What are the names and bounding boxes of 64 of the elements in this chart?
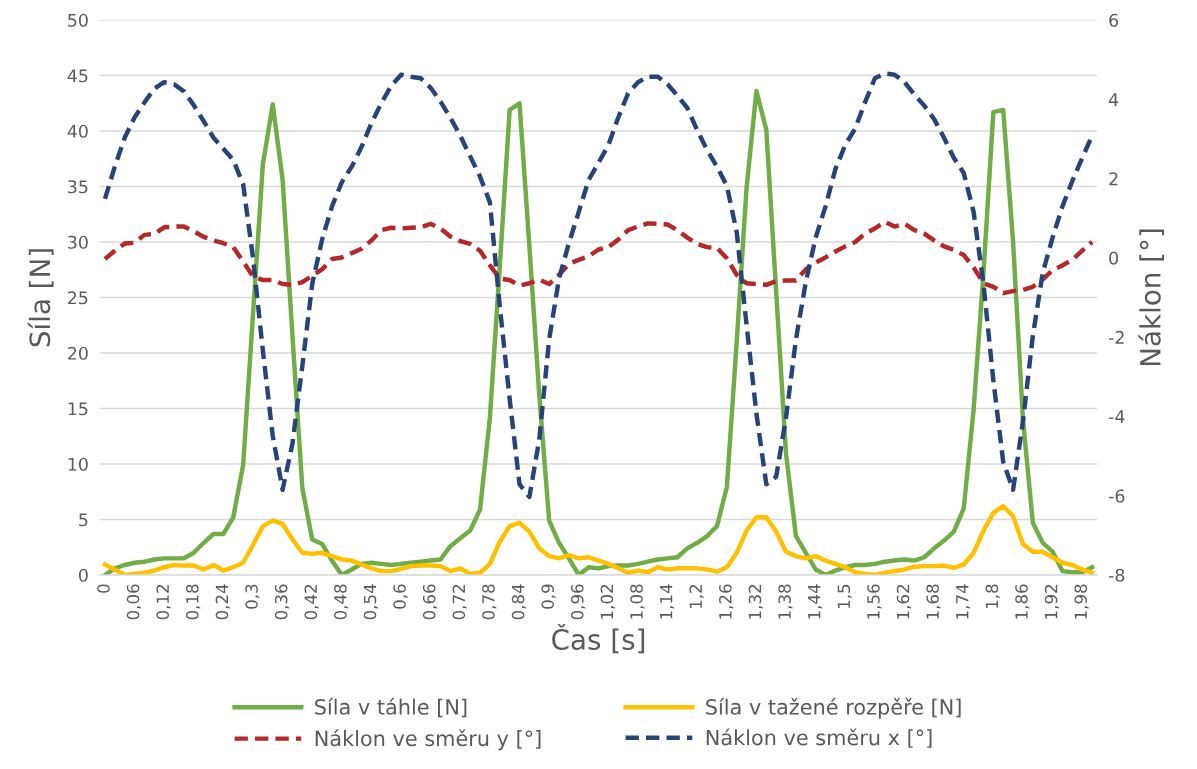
x-tick-label: 1,08 bbox=[630, 584, 645, 619]
x-tick-label: 0,24 bbox=[215, 584, 230, 620]
x-tick-label: 0,9 bbox=[541, 584, 556, 609]
x-tick-label: 1,44 bbox=[808, 584, 823, 619]
legend-label: Síla v tažené rozpěře [N] bbox=[706, 697, 961, 719]
y2-tick-label: 0 bbox=[1109, 251, 1118, 265]
line-series bbox=[102, 88, 1095, 575]
y-tick-label: 30 bbox=[68, 235, 88, 249]
x-tick-label: 0,48 bbox=[334, 584, 349, 620]
legend-label: Náklon ve směru y [°] bbox=[315, 729, 541, 751]
x-tick-label: 1,74 bbox=[956, 584, 971, 619]
y-tick-label: 35 bbox=[68, 180, 88, 194]
y-tick-label: 5 bbox=[79, 513, 88, 527]
x-tick-label: 1,02 bbox=[600, 585, 615, 619]
legend-label: Náklon ve směru x [°] bbox=[706, 728, 932, 748]
x-tick-label: 1,62 bbox=[896, 585, 912, 619]
y2-axis-title: Náklon [°] bbox=[1138, 229, 1165, 366]
y2-tick-label: -6 bbox=[1108, 489, 1125, 503]
y-tick-label: 10 bbox=[68, 457, 88, 471]
y2-tick-label: 4 bbox=[1108, 93, 1119, 106]
x-tick-label: 0,72 bbox=[452, 585, 467, 620]
y-tick-label: 50 bbox=[68, 13, 88, 27]
x-tick-label: 0,66 bbox=[422, 584, 438, 620]
x-tick-label: 0,18 bbox=[186, 584, 201, 620]
x-tick-label: 1,5 bbox=[837, 584, 852, 609]
line-series bbox=[102, 71, 1095, 500]
x-tick-label: 1,56 bbox=[867, 584, 882, 619]
x-tick-label: 0,42 bbox=[304, 585, 319, 620]
x-tick-label: 1,14 bbox=[660, 584, 675, 619]
y-tick-label: 40 bbox=[67, 124, 88, 138]
y-tick-label: 0 bbox=[78, 568, 88, 582]
legend-label: Síla v táhle [N] bbox=[315, 697, 467, 718]
x-tick-label: 0,78 bbox=[482, 584, 497, 620]
x-tick-label: 0,96 bbox=[570, 584, 586, 620]
x-tick-label: 1,32 bbox=[748, 585, 763, 619]
x-tick-label: 1,26 bbox=[719, 584, 734, 619]
y2-tick-label: -2 bbox=[1108, 330, 1124, 344]
x-tick-label: 1,98 bbox=[1074, 584, 1089, 619]
x-tick-label: 0,12 bbox=[156, 585, 171, 620]
y-axis-title: Síla [N] bbox=[27, 249, 54, 347]
line-series bbox=[102, 219, 1095, 296]
y2-tick-label: -4 bbox=[1108, 410, 1125, 424]
y-tick-label: 20 bbox=[68, 346, 88, 360]
x-tick-label: 1,86 bbox=[1015, 584, 1030, 619]
x-tick-label: 1,68 bbox=[926, 584, 941, 619]
y2-tick-label: 6 bbox=[1109, 13, 1119, 27]
x-tick-label: 0,3 bbox=[245, 584, 260, 609]
x-tick-label: 0,84 bbox=[511, 584, 527, 620]
x-axis-title: Čas [s] bbox=[552, 623, 645, 654]
x-tick-label: 0,06 bbox=[126, 584, 142, 620]
y-tick-label: 15 bbox=[68, 402, 88, 416]
x-tick-label: 1,38 bbox=[778, 584, 793, 619]
x-tick-label: 0 bbox=[97, 584, 110, 593]
x-tick-label: 0,36 bbox=[274, 584, 290, 620]
y2-tick-label: 2 bbox=[1109, 172, 1118, 186]
x-tick-label: 0,54 bbox=[363, 584, 378, 620]
x-tick-label: 0,6 bbox=[393, 584, 408, 609]
x-tick-label: 1,2 bbox=[689, 585, 704, 609]
y2-tick-label: -8 bbox=[1108, 568, 1125, 582]
y-tick-label: 45 bbox=[67, 69, 88, 83]
line-series bbox=[102, 503, 1095, 575]
x-tick-label: 1,8 bbox=[985, 584, 1000, 609]
y-tick-label: 25 bbox=[68, 291, 88, 305]
x-tick-label: 1,92 bbox=[1044, 585, 1060, 619]
